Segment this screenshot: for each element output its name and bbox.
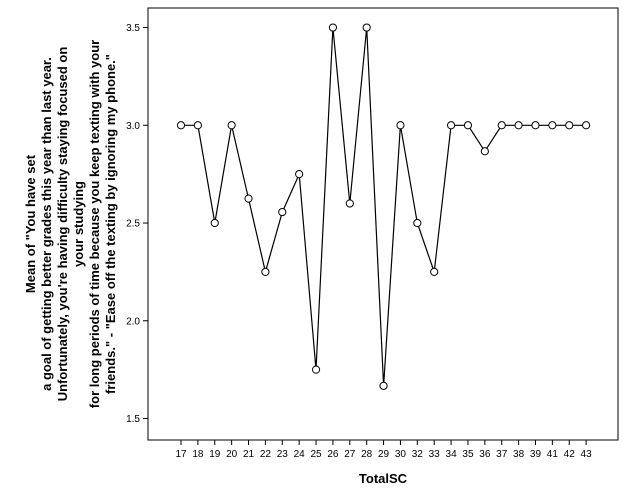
y-tick-label: 2.5 <box>126 219 140 230</box>
data-point <box>244 194 253 203</box>
y-tick-label: 3.5 <box>126 23 140 34</box>
data-point <box>176 121 186 130</box>
series-line <box>176 23 591 390</box>
data-point <box>295 170 304 179</box>
data-point <box>582 121 591 130</box>
y-axis-title: Mean of "You have set a goal of getting … <box>23 40 118 408</box>
y-axis-title-line-5: for long periods of time because you kee… <box>87 40 102 408</box>
data-point <box>531 121 540 130</box>
data-point <box>362 23 371 32</box>
data-point <box>210 218 219 228</box>
data-point <box>565 121 574 130</box>
x-tick-label: 21 <box>243 449 255 460</box>
x-tick-label: 30 <box>395 449 407 460</box>
data-point <box>463 121 473 130</box>
x-axis-title: TotalSC <box>359 471 408 486</box>
x-tick-label: 26 <box>327 449 339 460</box>
y-tick-label: 3.0 <box>126 121 140 132</box>
data-point <box>497 121 506 130</box>
x-tick-label: 27 <box>344 449 356 460</box>
x-tick-label: 41 <box>547 449 559 460</box>
x-tick-label: 20 <box>226 449 238 460</box>
x-tick-label: 35 <box>462 449 474 460</box>
data-point <box>278 207 287 217</box>
y-tick-label: 1.5 <box>126 414 140 425</box>
x-tick-label: 34 <box>446 449 458 460</box>
data-point <box>193 121 202 130</box>
data-point <box>345 199 354 208</box>
y-axis-title-line-3: Unfortunately, you're having difficulty … <box>55 47 70 402</box>
data-point <box>514 121 523 130</box>
data-point <box>548 121 557 130</box>
data-point <box>446 121 456 130</box>
x-tick-label: 28 <box>361 449 373 460</box>
x-tick-label: 25 <box>310 449 322 460</box>
x-axis: 17 18 19 20 21 22 23 24 25 26 27 28 29 30 32 33 34 35 36 37… <box>175 440 592 460</box>
x-tick-label: 24 <box>294 449 306 460</box>
data-point <box>396 121 405 130</box>
data-point <box>413 218 422 228</box>
y-axis-title-line-1: Mean of "You have set <box>23 154 38 293</box>
x-tick-label: 37 <box>496 449 508 460</box>
x-tick-label: 36 <box>479 449 491 460</box>
y-axis-title-line-4: your studying <box>71 181 86 267</box>
data-point <box>328 23 338 32</box>
x-tick-label: 19 <box>209 449 221 460</box>
y-tick-label: 2.0 <box>126 316 140 327</box>
data-point <box>379 381 388 390</box>
x-tick-label: 22 <box>260 449 272 460</box>
data-point <box>430 267 439 276</box>
x-tick-label: 39 <box>530 449 542 460</box>
x-tick-label: 17 <box>175 449 187 460</box>
data-point <box>311 365 321 374</box>
x-tick-label: 32 <box>412 449 424 460</box>
x-tick-label: 18 <box>192 449 204 460</box>
data-point <box>227 121 236 130</box>
y-axis: 1.5 2.0 2.5 3.0 3.5 <box>126 23 148 425</box>
data-point <box>480 147 489 156</box>
x-tick-label: 29 <box>378 449 390 460</box>
y-axis-title-line-2: a goal of getting better grades this yea… <box>39 57 54 391</box>
x-tick-label: 38 <box>513 449 525 460</box>
y-axis-title-line-6: friends." - "Ease off the texting by ign… <box>103 54 118 394</box>
data-point <box>261 267 270 276</box>
x-tick-label: 42 <box>564 449 576 460</box>
x-tick-label: 33 <box>429 449 441 460</box>
x-tick-label: 43 <box>581 449 593 460</box>
x-tick-label: 23 <box>277 449 289 460</box>
